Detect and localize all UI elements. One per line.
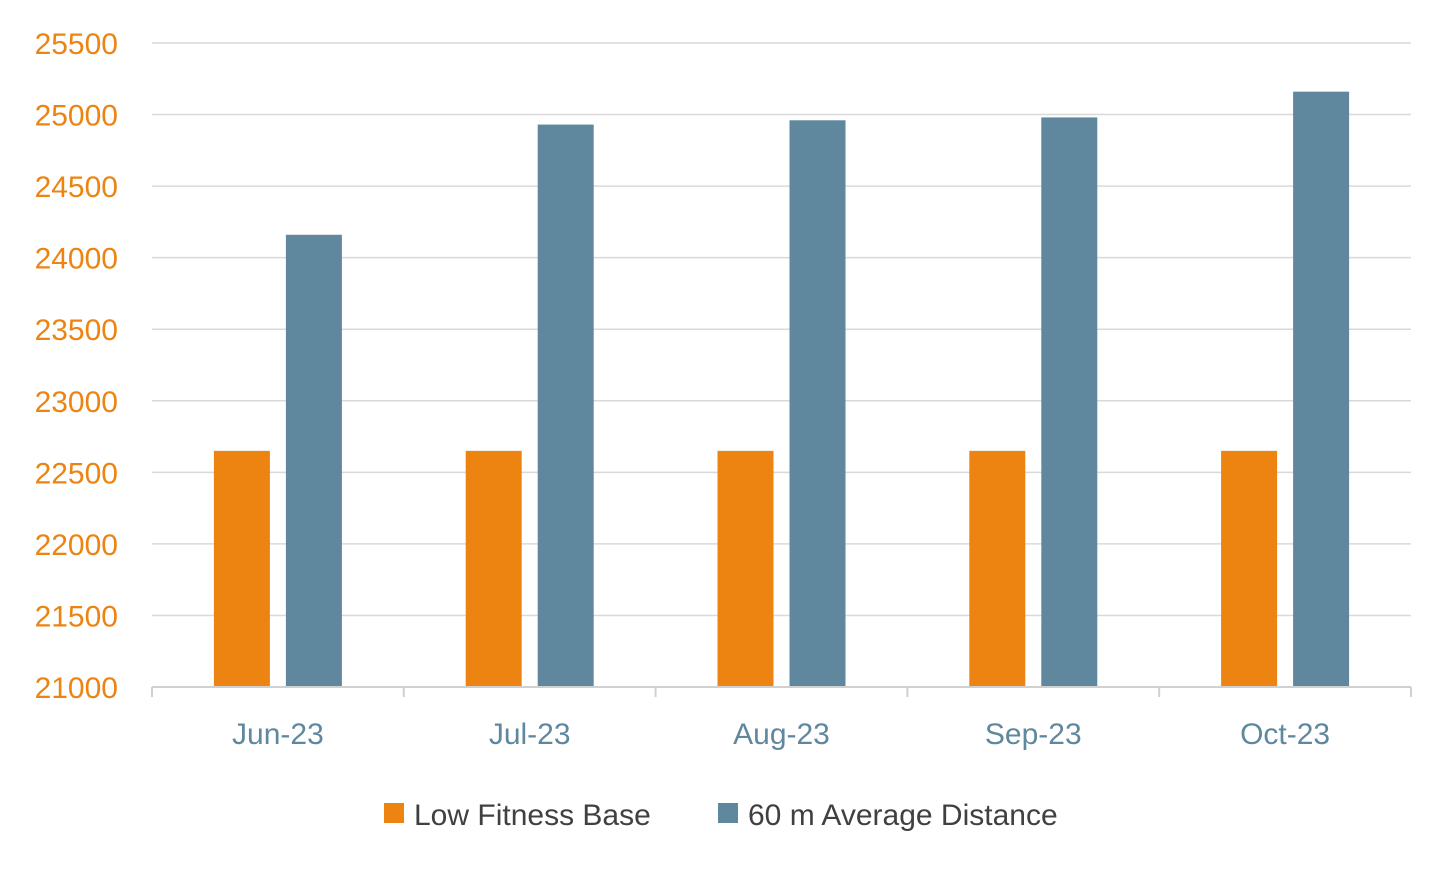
bar-low-fitness-base [465, 450, 522, 687]
x-tick-label: Aug-23 [733, 718, 830, 751]
y-tick-label: 21000 [35, 672, 118, 705]
y-tick-label: 24500 [35, 171, 118, 204]
bar-average-distance [285, 234, 342, 687]
legend-swatch [384, 803, 404, 823]
x-axis-tick-labels: Jun-23 Jul-23 Aug-23 Sep-23 Oct-23 [232, 718, 1330, 751]
bar-low-fitness-base [213, 450, 270, 687]
bar-average-distance [537, 124, 594, 687]
y-tick-label: 22500 [35, 457, 118, 490]
legend-label: 60 m Average Distance [748, 799, 1058, 832]
y-axis-tick-labels: 21000 21500 22000 22500 23000 23500 24000 24500… [35, 28, 118, 705]
bar-low-fitness-base [717, 450, 774, 687]
bar-low-fitness-base [969, 450, 1026, 687]
x-tick-label: Sep-23 [985, 718, 1082, 751]
y-tick-label: 23500 [35, 314, 118, 347]
x-tick-label: Jun-23 [232, 718, 324, 751]
gridlines [152, 42, 1411, 617]
y-tick-label: 21500 [35, 600, 118, 633]
bar-average-distance [1293, 91, 1350, 687]
legend-swatch [718, 803, 738, 823]
x-tick-label: Oct-23 [1240, 718, 1330, 751]
legend-label: Low Fitness Base [414, 799, 651, 832]
y-tick-label: 25000 [35, 100, 118, 133]
bars [213, 91, 1350, 687]
legend: Low Fitness Base 60 m Average Distance [384, 799, 1058, 832]
bar-average-distance [1041, 117, 1098, 687]
y-tick-label: 24000 [35, 243, 118, 276]
x-axis [151, 686, 1412, 697]
x-tick-label: Jul-23 [489, 718, 571, 751]
y-tick-label: 23000 [35, 386, 118, 419]
y-tick-label: 25500 [35, 28, 118, 61]
y-tick-label: 22000 [35, 529, 118, 562]
bar-average-distance [789, 120, 846, 687]
bar-low-fitness-base [1221, 450, 1278, 687]
